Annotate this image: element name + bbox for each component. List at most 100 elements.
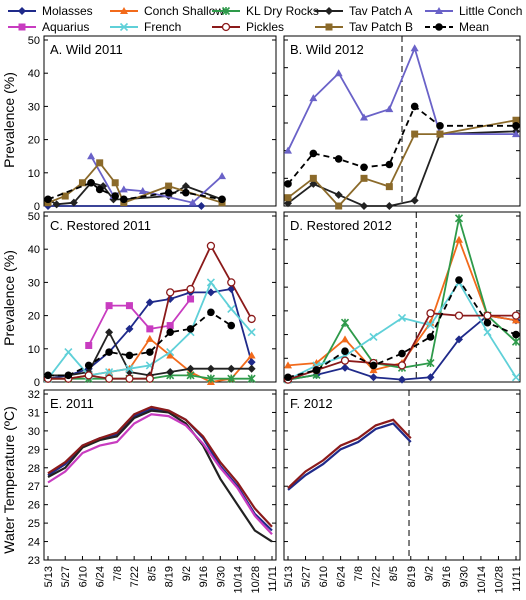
data-point-mean	[105, 348, 113, 356]
data-point-kl-dry-rocks	[340, 318, 350, 327]
legend-marker-conch-shallow	[120, 7, 128, 14]
legend-marker-french	[119, 22, 129, 32]
series-line-tav-patch-b	[287, 119, 517, 208]
series-molasses	[287, 422, 412, 491]
panel-frame	[43, 211, 277, 383]
data-point-little-conch	[284, 146, 292, 154]
legend-marker-aquarius	[18, 23, 26, 31]
data-point-pickles	[104, 374, 114, 383]
data-point-kl-dry-rocks	[227, 374, 236, 383]
x-tick-label: 6/24	[336, 566, 348, 587]
legend-marker-kl-dry-rocks	[221, 6, 231, 16]
x-tick-label: 8/5	[388, 566, 400, 581]
legend-label-mean: Mean	[459, 20, 489, 34]
legend-label-kl-dry-rocks: KL Dry Rocks	[246, 4, 319, 18]
data-point-little-conch	[218, 172, 227, 180]
legend-label-molasses: Molasses	[42, 4, 93, 18]
data-point-mean	[436, 121, 444, 130]
legend-label-tav-patch-a: Tav Patch A	[349, 4, 412, 18]
legend-label-tav-patch-b: Tav Patch B	[349, 20, 413, 34]
data-point-tav-patch-a	[227, 364, 236, 373]
data-point-aquarius	[187, 295, 195, 303]
data-point-pickles	[511, 311, 521, 320]
data-point-molasses	[125, 324, 134, 333]
x-tick-label: 8/19	[164, 566, 176, 587]
data-point-kl-dry-rocks	[247, 374, 256, 383]
data-point-mean	[44, 371, 52, 380]
data-point-french	[166, 348, 175, 357]
series-line-aquarius	[47, 413, 273, 535]
data-point-pickles	[84, 371, 93, 380]
data-point-mean	[398, 349, 406, 358]
x-tick-label: 11/11	[511, 566, 523, 592]
data-point-kl-dry-rocks	[206, 374, 215, 383]
data-point-tav-patch-a	[410, 196, 419, 205]
data-point-little-conch	[410, 44, 419, 52]
data-point-aquarius	[166, 322, 174, 330]
x-tick-label: 10/28	[250, 566, 262, 594]
y-tick-label: 10	[28, 168, 40, 180]
data-point-mean	[64, 371, 73, 380]
panel-d-restored-2012: D. Restored 2012	[283, 211, 521, 384]
data-point-molasses	[341, 363, 349, 372]
legend-item-aquarius: Aquarius	[8, 20, 89, 34]
legend-item-tav-patch-a: Tav Patch A	[315, 4, 412, 18]
data-point-mean	[360, 163, 368, 172]
data-point-molasses	[206, 288, 215, 297]
legend-label-little-conch: Little Conch	[459, 4, 522, 18]
data-point-tav-patch-a	[181, 182, 190, 191]
data-point-kl-dry-rocks	[426, 358, 435, 368]
y-tick-label: 10	[28, 344, 40, 356]
legend: Molasses Conch Shallow KL Dry Rocks Tav Pat…	[8, 4, 522, 34]
data-point-molasses	[369, 373, 378, 382]
data-point-little-conch	[334, 69, 343, 77]
data-point-pickles	[483, 311, 492, 320]
data-point-tav-patch-a	[385, 202, 394, 210]
data-point-mean	[182, 188, 190, 197]
legend-item-french: French	[110, 20, 181, 34]
series-line-pickles	[47, 405, 273, 528]
series-tav-patch-b	[284, 116, 520, 210]
legend-label-conch-shallow: Conch Shallow	[144, 4, 224, 18]
data-point-tav-patch-a	[206, 364, 215, 373]
series-aquarius	[47, 413, 273, 535]
y-tick-label: 50	[28, 35, 40, 47]
legend-label-pickles: Pickles	[246, 20, 284, 34]
prevalence-ylabel-top: Prevalence (%)	[1, 72, 17, 168]
data-point-mean	[483, 318, 492, 327]
data-point-pickles	[125, 374, 134, 383]
data-point-pickles	[340, 356, 350, 365]
data-point-tav-patch-a	[69, 198, 78, 207]
data-point-tav-patch-a	[334, 190, 343, 199]
data-point-little-conch	[87, 152, 96, 160]
data-point-mean	[146, 348, 154, 356]
data-point-mean	[207, 308, 215, 317]
data-point-little-conch	[360, 113, 368, 121]
y-tick-label: 31	[28, 407, 40, 419]
panel-c-restored-2011: 0 10 20 30 40 50 C. Restored 2011	[28, 211, 277, 389]
y-tick-label: 29	[28, 444, 40, 456]
y-tick-label: 30	[28, 277, 40, 289]
panel-title: D. Restored 2012	[290, 218, 392, 233]
x-tick-label: 7/22	[129, 566, 141, 587]
x-tick-label: 9/16	[198, 566, 210, 587]
data-point-tav-patch-b	[309, 174, 317, 182]
panel-frame	[283, 389, 521, 561]
legend-marker-mean	[435, 23, 443, 31]
data-point-french	[64, 348, 73, 357]
x-tick-label: 5/13	[283, 566, 295, 587]
data-point-pickles	[186, 284, 195, 294]
data-point-mean	[369, 361, 378, 370]
data-point-aquarius	[105, 302, 113, 310]
series-mean	[284, 276, 520, 382]
data-point-tav-patch-b	[78, 179, 86, 187]
x-tick-label: 6/24	[95, 566, 107, 587]
panel-f-2012: F. 2012 5/13 5/27 6/10 6/24 7/8 7/22 8/5 8/19 9/2…	[283, 389, 523, 594]
data-point-french	[105, 367, 114, 377]
data-point-mean	[284, 180, 292, 188]
data-point-kl-dry-rocks	[454, 214, 464, 223]
x-tick-label: 5/27	[301, 566, 313, 587]
data-point-mean	[111, 192, 119, 200]
data-point-french	[397, 313, 407, 323]
data-point-french	[511, 373, 521, 382]
